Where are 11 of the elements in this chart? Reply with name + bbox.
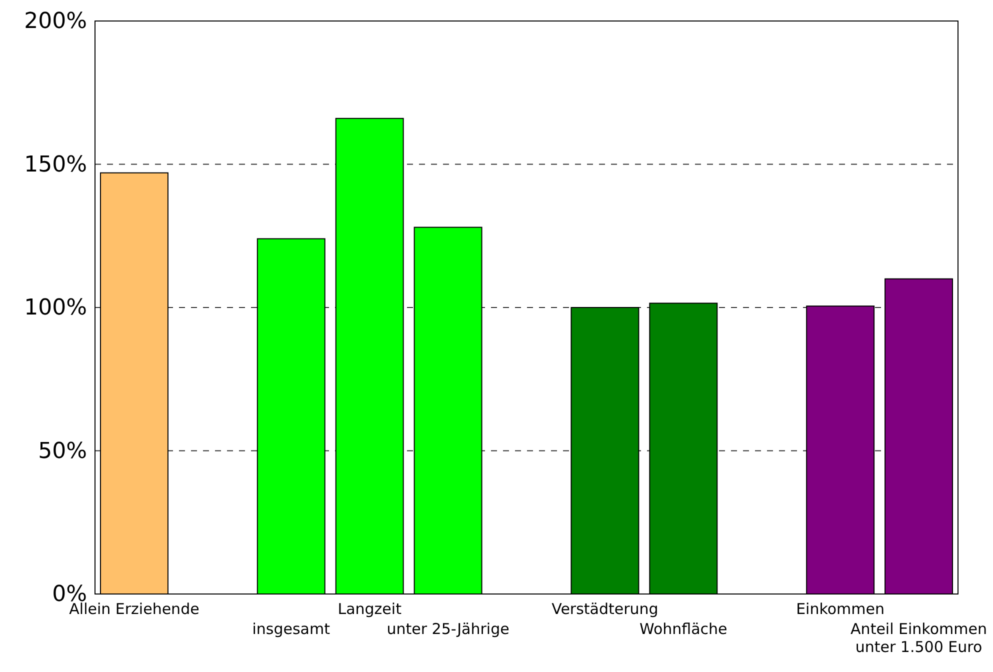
y-tick-label: 100% <box>24 296 87 321</box>
x-tick-label: Einkommen <box>796 600 885 618</box>
x-tick-label: Wohnfläche <box>640 620 728 638</box>
x-tick-label: insgesamt <box>252 620 330 638</box>
y-tick-label: 200% <box>24 9 87 34</box>
x-tick-label: unter 25-Jährige <box>386 620 510 638</box>
x-tick-label: Verstädterung <box>552 600 658 618</box>
x-tick-label: Anteil Einkommen unter 1.500 Euro <box>850 620 987 656</box>
y-tick-label: 50% <box>38 438 87 464</box>
x-tick-label: Langzeit <box>338 600 402 618</box>
y-tick-label: 150% <box>24 152 87 178</box>
